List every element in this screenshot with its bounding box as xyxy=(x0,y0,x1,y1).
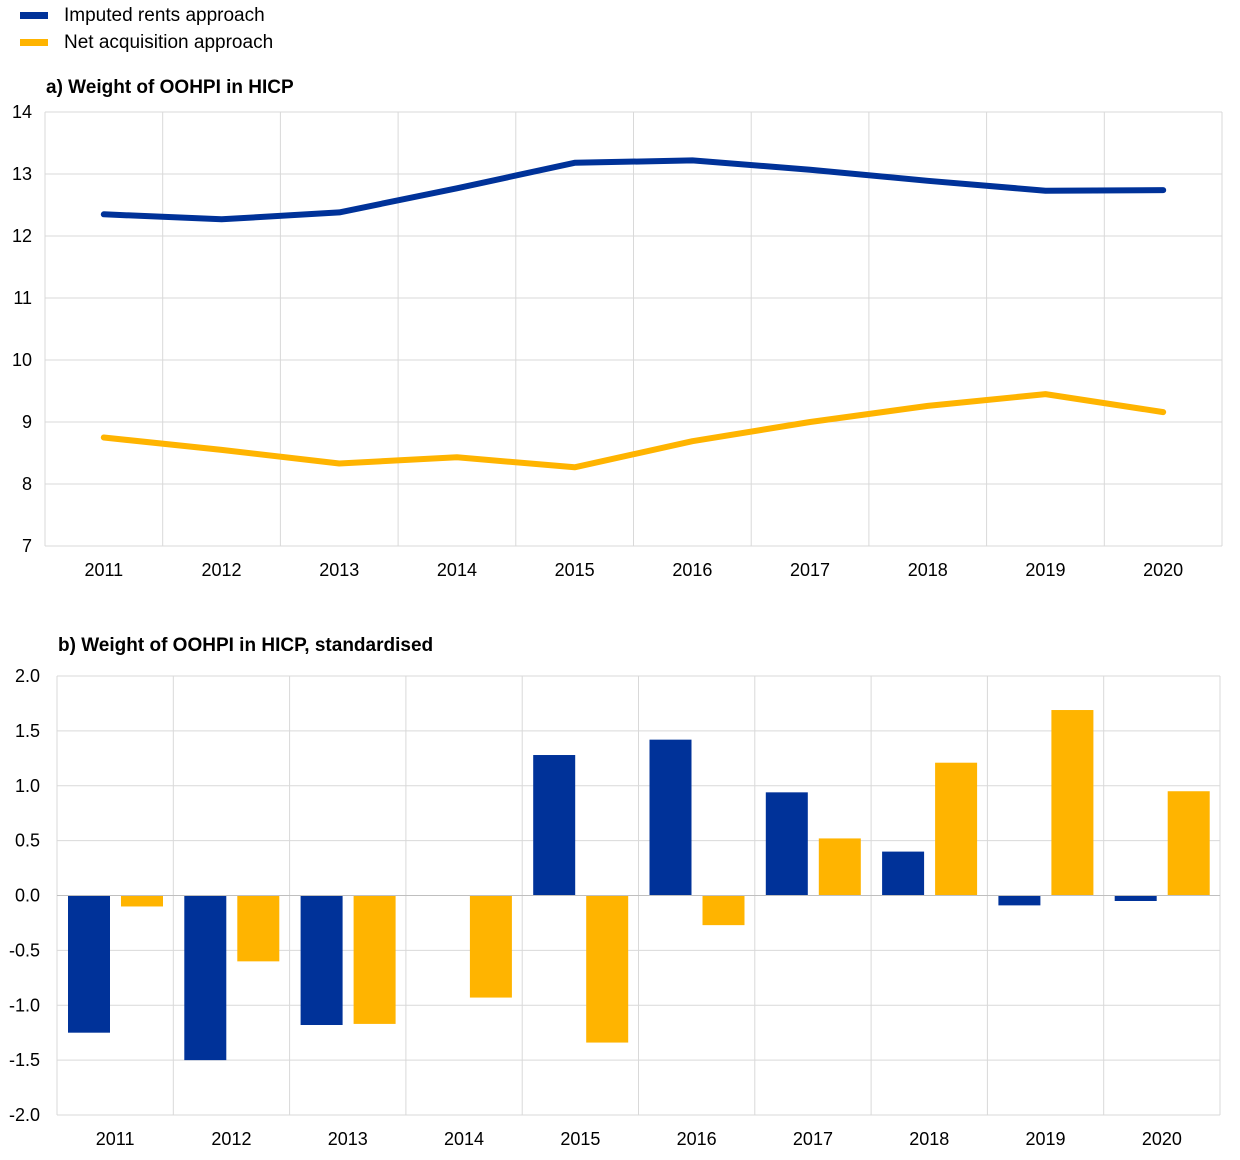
panel-a-y-tick-label: 10 xyxy=(12,350,32,370)
bar-net-acquisition xyxy=(935,762,978,896)
panel-a-y-tick-label: 11 xyxy=(13,288,32,308)
panel-b-y-tick-label: -1.5 xyxy=(9,1050,40,1070)
legend-swatch-imputed-rents xyxy=(20,12,48,19)
panel-b-x-tick-label: 2017 xyxy=(793,1129,833,1149)
panel-b-y-tick-label: 0.0 xyxy=(15,886,40,906)
panel-b-x-tick-label: 2011 xyxy=(96,1129,135,1149)
panel-a-y-tick-label: 13 xyxy=(12,164,32,184)
bar-net-acquisition xyxy=(353,895,396,1024)
legend-item-imputed-rents: Imputed rents approach xyxy=(20,2,273,29)
legend-label-net-acquisition: Net acquisition approach xyxy=(64,31,274,53)
panel-a-y-tick-label: 9 xyxy=(22,412,32,432)
panel-b-x-tick-label: 2013 xyxy=(328,1129,368,1149)
bar-imputed-rents xyxy=(68,895,110,1033)
panel-b-y-tick-label: 0.5 xyxy=(15,831,40,851)
bar-net-acquisition xyxy=(469,895,512,998)
panel-b-y-tick-label: -0.5 xyxy=(9,940,40,960)
panel-b-x-tick-label: 2016 xyxy=(677,1129,717,1149)
panel-a-title: a) Weight of OOHPI in HICP xyxy=(46,77,294,98)
legend-label-imputed-rents: Imputed rents approach xyxy=(64,4,265,26)
panel-b-y-tick-label: 2.0 xyxy=(15,666,40,686)
panel-a-x-tick-label: 2011 xyxy=(84,560,123,580)
bar-imputed-rents xyxy=(998,895,1041,906)
series-line-imputed-rents xyxy=(100,157,1167,223)
bar-imputed-rents xyxy=(533,755,576,896)
legend-item-net-acquisition: Net acquisition approach xyxy=(20,29,273,56)
panel-a-x-tick-label: 2019 xyxy=(1025,560,1065,580)
panel-b-y-tick-label: 1.5 xyxy=(15,721,40,741)
bar-imputed-rents xyxy=(184,895,227,1061)
panel-b-y-tick-label: 1.0 xyxy=(15,776,40,796)
panel-a-x-tick-label: 2015 xyxy=(555,560,595,580)
bar-imputed-rents xyxy=(649,739,692,896)
panel-b-x-tick-label: 2020 xyxy=(1142,1129,1182,1149)
panel-b-x-tick-label: 2015 xyxy=(560,1129,600,1149)
panel-a-y-tick-label: 8 xyxy=(22,474,32,494)
bar-net-acquisition xyxy=(237,895,280,962)
panel-b-x-tick-label: 2012 xyxy=(211,1129,251,1149)
bar-net-acquisition xyxy=(818,838,861,896)
panel-a-x-tick-label: 2014 xyxy=(437,560,477,580)
series-line-net-acquisition xyxy=(100,391,1167,471)
panel-a-y-tick-label: 7 xyxy=(22,536,32,556)
panel-a-x-tick-label: 2018 xyxy=(908,560,948,580)
panel-b-title: b) Weight of OOHPI in HICP, standardised xyxy=(58,635,434,656)
bar-net-acquisition xyxy=(1167,791,1210,896)
panel-a-x-tick-label: 2016 xyxy=(672,560,712,580)
bar-imputed-rents xyxy=(765,792,808,896)
panel-a-x-tick-label: 2013 xyxy=(319,560,359,580)
panel-a-y-tick-label: 14 xyxy=(12,102,32,122)
bar-imputed-rents xyxy=(882,851,925,896)
bar-imputed-rents xyxy=(1114,895,1157,901)
bar-net-acquisition xyxy=(702,895,745,926)
legend-swatch-net-acquisition xyxy=(20,39,48,46)
legend: Imputed rents approach Net acquisition a… xyxy=(20,2,273,56)
panel-a-y-tick-label: 12 xyxy=(12,226,32,246)
panel-a-x-tick-label: 2020 xyxy=(1143,560,1183,580)
panel-b-y-tick-label: -2.0 xyxy=(9,1105,40,1125)
bar-imputed-rents xyxy=(300,895,343,1026)
bar-net-acquisition xyxy=(121,895,163,907)
bar-net-acquisition xyxy=(586,895,629,1043)
panel-b-x-tick-label: 2014 xyxy=(444,1129,484,1149)
panel-b-x-tick-label: 2019 xyxy=(1026,1129,1066,1149)
panel-a-x-tick-label: 2012 xyxy=(202,560,242,580)
panel-b-x-tick-label: 2018 xyxy=(909,1129,949,1149)
panel-a-x-tick-label: 2017 xyxy=(790,560,830,580)
bar-net-acquisition xyxy=(1051,710,1094,896)
panel-b-y-tick-label: -1.0 xyxy=(9,995,40,1015)
